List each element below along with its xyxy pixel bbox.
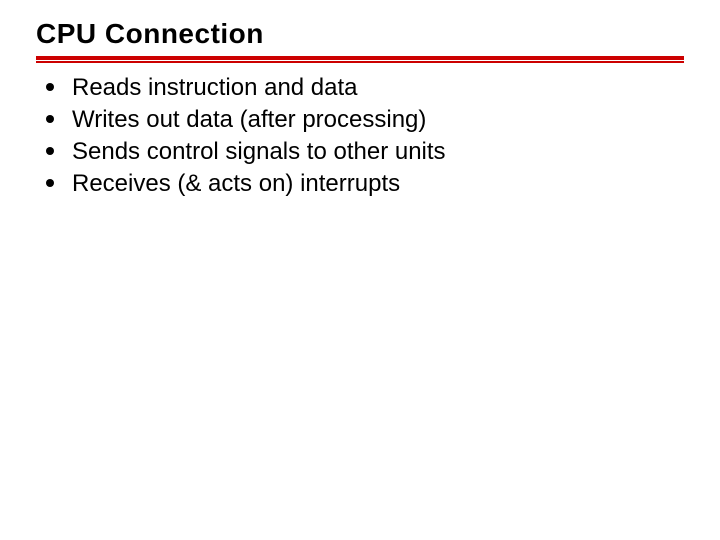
list-item-text: Sends control signals to other units bbox=[72, 138, 446, 165]
slide: CPU Connection Reads instruction and dat… bbox=[0, 0, 720, 540]
list-item: Sends control signals to other units bbox=[42, 138, 684, 166]
slide-title: CPU Connection bbox=[36, 18, 684, 50]
title-rule bbox=[36, 56, 684, 64]
list-item: Reads instruction and data bbox=[42, 74, 684, 102]
bullet-dot-icon bbox=[46, 115, 54, 123]
bullet-list: Reads instruction and data Writes out da… bbox=[42, 74, 684, 198]
list-item-text: Writes out data (after processing) bbox=[72, 106, 426, 133]
list-item: Writes out data (after processing) bbox=[42, 106, 684, 134]
title-rule-thick bbox=[36, 56, 684, 60]
bullet-dot-icon bbox=[46, 179, 54, 187]
list-item: Receives (& acts on) interrupts bbox=[42, 170, 684, 198]
bullet-dot-icon bbox=[46, 83, 54, 91]
list-item-text: Reads instruction and data bbox=[72, 74, 358, 101]
title-rule-thin bbox=[36, 61, 684, 63]
list-item-text: Receives (& acts on) interrupts bbox=[72, 170, 400, 197]
bullet-dot-icon bbox=[46, 147, 54, 155]
